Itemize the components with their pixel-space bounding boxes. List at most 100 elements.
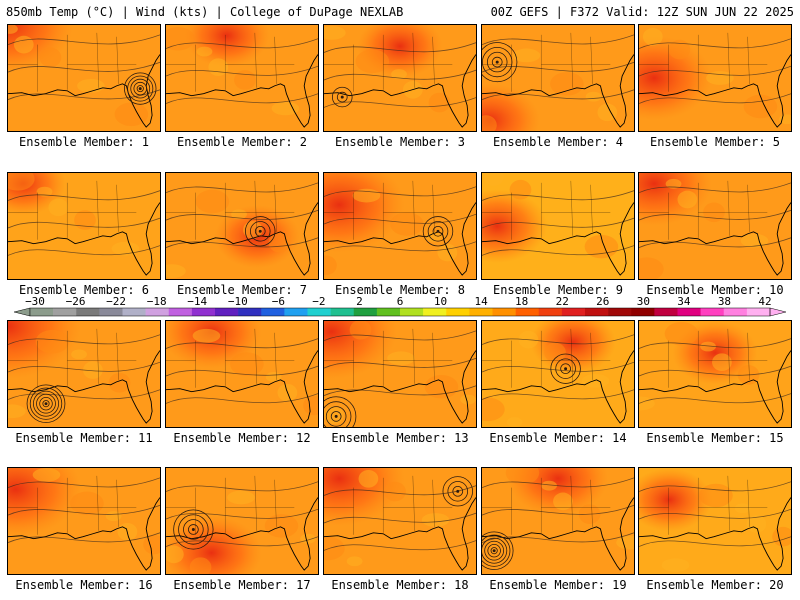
low-pressure-ring [124, 72, 157, 105]
coastline [166, 497, 318, 571]
colorbar-tick-label: 6 [397, 296, 404, 308]
ensemble-member-label: Ensemble Member: 16 [15, 578, 153, 592]
low-pressure-center [564, 367, 568, 371]
pressure-contour [8, 190, 160, 201]
low-pressure-ring [487, 544, 501, 558]
coastline [324, 202, 476, 276]
state-borders [482, 475, 611, 535]
colorbar-tick-label: 18 [515, 296, 528, 308]
temperature-shading [746, 515, 767, 533]
temperature-shading [192, 328, 221, 343]
coastline [166, 202, 318, 276]
pressure-contour [166, 237, 318, 248]
ensemble-member-label: Ensemble Member: 18 [331, 578, 469, 592]
ensemble-map-panel [638, 172, 792, 280]
ensemble-member-label: Ensemble Member: 10 [646, 283, 784, 297]
low-pressure-ring [325, 406, 347, 427]
ensemble-member-label: Ensemble Member: 4 [492, 135, 624, 149]
temperature-shading [242, 221, 263, 239]
pressure-contour [482, 361, 634, 373]
colorbar-tick-label: 34 [677, 296, 691, 308]
temperature-shading [512, 48, 541, 63]
temperature-shading [390, 212, 424, 236]
colorbar-swatch [700, 308, 725, 316]
low-pressure-ring [442, 476, 473, 507]
low-pressure-ring [178, 514, 209, 545]
temperature-shading [772, 526, 791, 547]
ensemble-map-panel [323, 467, 477, 575]
coastline [8, 350, 160, 424]
ensemble-map-panel [7, 172, 161, 280]
coastline [482, 350, 634, 424]
temperature-shading [324, 25, 346, 40]
state-borders [166, 328, 295, 388]
temperature-shading [227, 490, 255, 505]
low-pressure-ring [245, 216, 276, 247]
temperature-shading [482, 397, 505, 422]
coastline [639, 350, 791, 424]
ensemble-map-panel [165, 320, 319, 428]
warm-temperature-region [639, 468, 712, 532]
colorbar-tick-label: 42 [758, 296, 771, 308]
low-pressure-ring [427, 221, 449, 242]
temperature-shading [83, 361, 103, 379]
temperature-shading [35, 329, 70, 354]
state-borders [324, 328, 453, 388]
low-pressure-ring [484, 540, 505, 561]
pressure-contour [8, 61, 160, 73]
low-pressure-ring [482, 46, 513, 78]
low-pressure-ring [324, 401, 352, 427]
low-pressure-ring [447, 481, 469, 502]
temperature-shading [39, 47, 62, 68]
pressure-contour [324, 213, 476, 225]
pressure-contour [482, 334, 634, 345]
low-pressure-ring [127, 75, 154, 102]
pressure-contour [8, 245, 160, 256]
temperature-shading [740, 233, 769, 248]
pressure-contour [8, 361, 160, 373]
colorbar-tick-label: 30 [637, 296, 650, 308]
temperature-shading [428, 92, 451, 113]
temperature-shading [324, 406, 344, 425]
colorbar-swatch [215, 308, 239, 316]
colorbar-swatch [30, 308, 54, 316]
pressure-contour [482, 477, 634, 488]
colorbar-swatch [585, 308, 609, 316]
ensemble-map-panel [323, 172, 477, 280]
low-pressure-ring [39, 397, 53, 411]
temperature-shading [483, 173, 504, 186]
colorbar-swatch [677, 308, 701, 316]
state-borders [8, 180, 137, 240]
temperature-shading [36, 186, 53, 197]
colorbar-tick-label: −18 [147, 296, 167, 308]
low-pressure-ring [183, 519, 204, 540]
pressure-contour [8, 217, 160, 229]
temperature-shading [544, 342, 566, 363]
temperature-shading [779, 114, 791, 125]
colorbar-swatch [515, 308, 540, 316]
pressure-contour [8, 34, 160, 45]
warm-temperature-region [324, 468, 405, 527]
temperature-shading [32, 468, 61, 482]
low-pressure-ring [36, 393, 56, 414]
pressure-contour [8, 477, 160, 488]
temperature-shading [706, 71, 734, 85]
temperature-shading [71, 349, 87, 360]
pressure-contour [482, 89, 634, 100]
ensemble-member-label: Ensemble Member: 19 [489, 578, 627, 592]
colorbar-swatch [99, 308, 123, 316]
ensemble-member-label: Ensemble Member: 9 [492, 283, 624, 297]
coastline [8, 497, 160, 571]
low-pressure-ring [136, 85, 144, 93]
temperature-colorbar: −30 −26 −22 −18 −14 −10 −6 −2 2 6 10 14 18 22 26 30 34 38… [13, 296, 787, 317]
pressure-contour [639, 182, 791, 193]
temperature-shading [677, 190, 698, 209]
low-pressure-ring [254, 226, 266, 237]
low-pressure-ring [452, 486, 464, 497]
temperature-shading [108, 373, 131, 393]
colorbar-swatch [561, 308, 586, 316]
pressure-contour [8, 504, 160, 516]
colorbar-swatch [122, 308, 146, 316]
warm-temperature-region [530, 321, 616, 374]
pressure-contour [324, 186, 476, 197]
